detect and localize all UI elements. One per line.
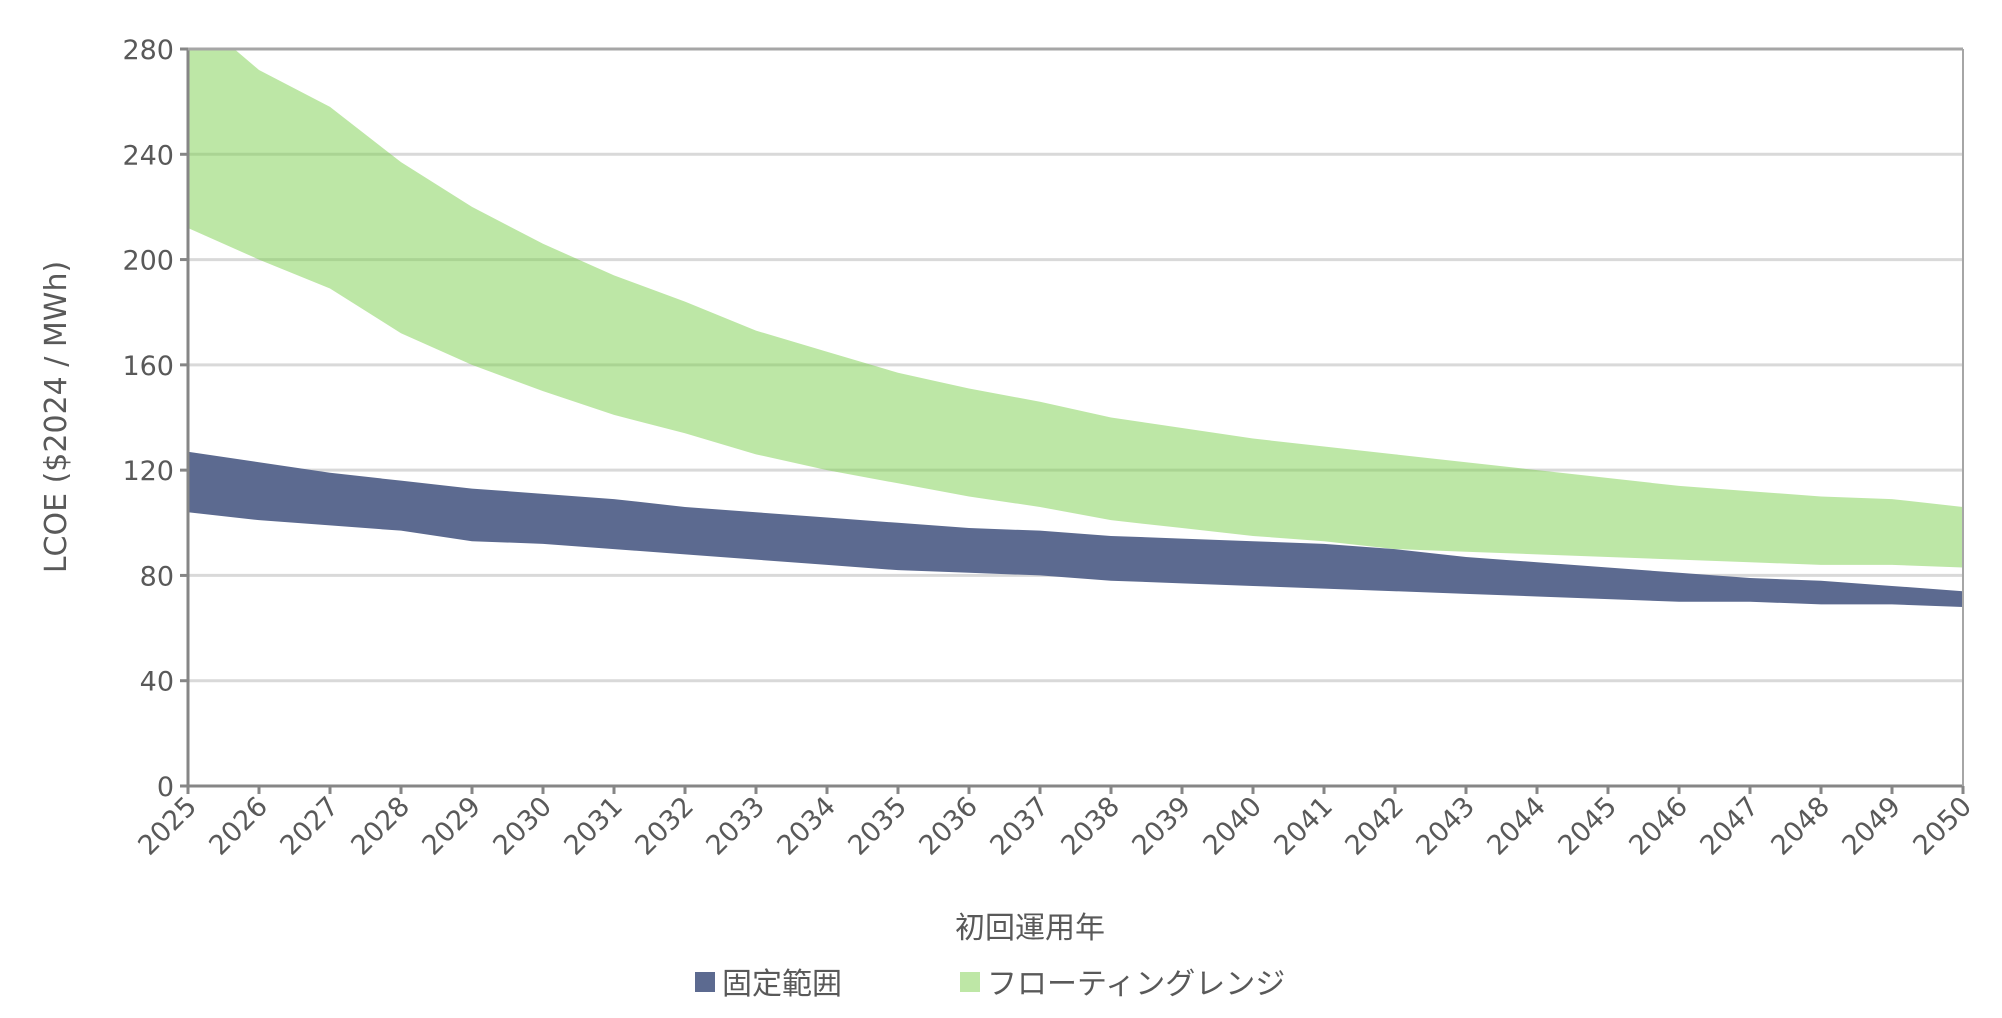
x-axis-title: 初回運用年 [955,911,1105,946]
x-tick-label: 2046 [1623,791,1694,862]
x-tick-label: 2034 [771,791,842,862]
y-tick-label: 240 [122,140,174,171]
x-tick-label: 2050 [1907,791,1978,862]
x-tick-label: 2030 [487,791,558,862]
range-band-floating [188,49,1963,568]
x-tick-label: 2047 [1694,791,1765,862]
x-tick-label: 2045 [1552,791,1623,862]
y-tick-labels: 0 40 80 120 160 200 240 280 [122,35,174,803]
y-tick-label: 160 [122,351,174,382]
legend-swatch-fixed [695,972,715,992]
x-tick-label: 2048 [1765,791,1836,862]
legend-label-fixed: 固定範囲 [722,967,842,1002]
x-tick-label: 2027 [274,791,345,862]
legend: 固定範囲 フローティングレンジ [695,967,1285,1002]
range-bands [188,49,1963,608]
x-tick-labels: 2025 2026 2027 2028 2029 2030 2031 2032 2033 2034… [132,791,1978,862]
x-tick-label: 2026 [203,791,274,862]
x-tick-label: 2032 [629,791,700,862]
x-tick-label: 2038 [1055,791,1126,862]
legend-swatch-floating [960,972,980,992]
x-tick-label: 2029 [416,791,487,862]
x-tick-label: 2040 [1197,791,1268,862]
axes [180,47,1965,794]
y-tick-label: 0 [157,772,174,803]
x-tick-label: 2049 [1836,791,1907,862]
y-tick-label: 80 [140,561,174,592]
x-tick-label: 2028 [345,791,416,862]
y-tick-label: 40 [140,667,174,698]
x-tick-label: 2035 [842,791,913,862]
x-tick-label: 2036 [913,791,984,862]
x-tick-label: 2031 [558,791,629,862]
x-tick-label: 2033 [700,791,771,862]
x-tick-label: 2042 [1339,791,1410,862]
x-tick-label: 2044 [1481,791,1552,862]
x-tick-label: 2037 [984,791,1055,862]
y-tick-label: 280 [122,35,174,66]
range-band-fixed [188,451,1963,608]
x-tick-label: 2039 [1126,791,1197,862]
y-tick-label: 120 [122,456,174,487]
x-tick-label: 2041 [1268,791,1339,862]
y-axis-title: LCOE ($2024 / MWh) [39,261,74,573]
legend-label-floating: フローティングレンジ [987,967,1285,1002]
x-tick-label: 2043 [1410,791,1481,862]
y-tick-label: 200 [122,246,174,277]
